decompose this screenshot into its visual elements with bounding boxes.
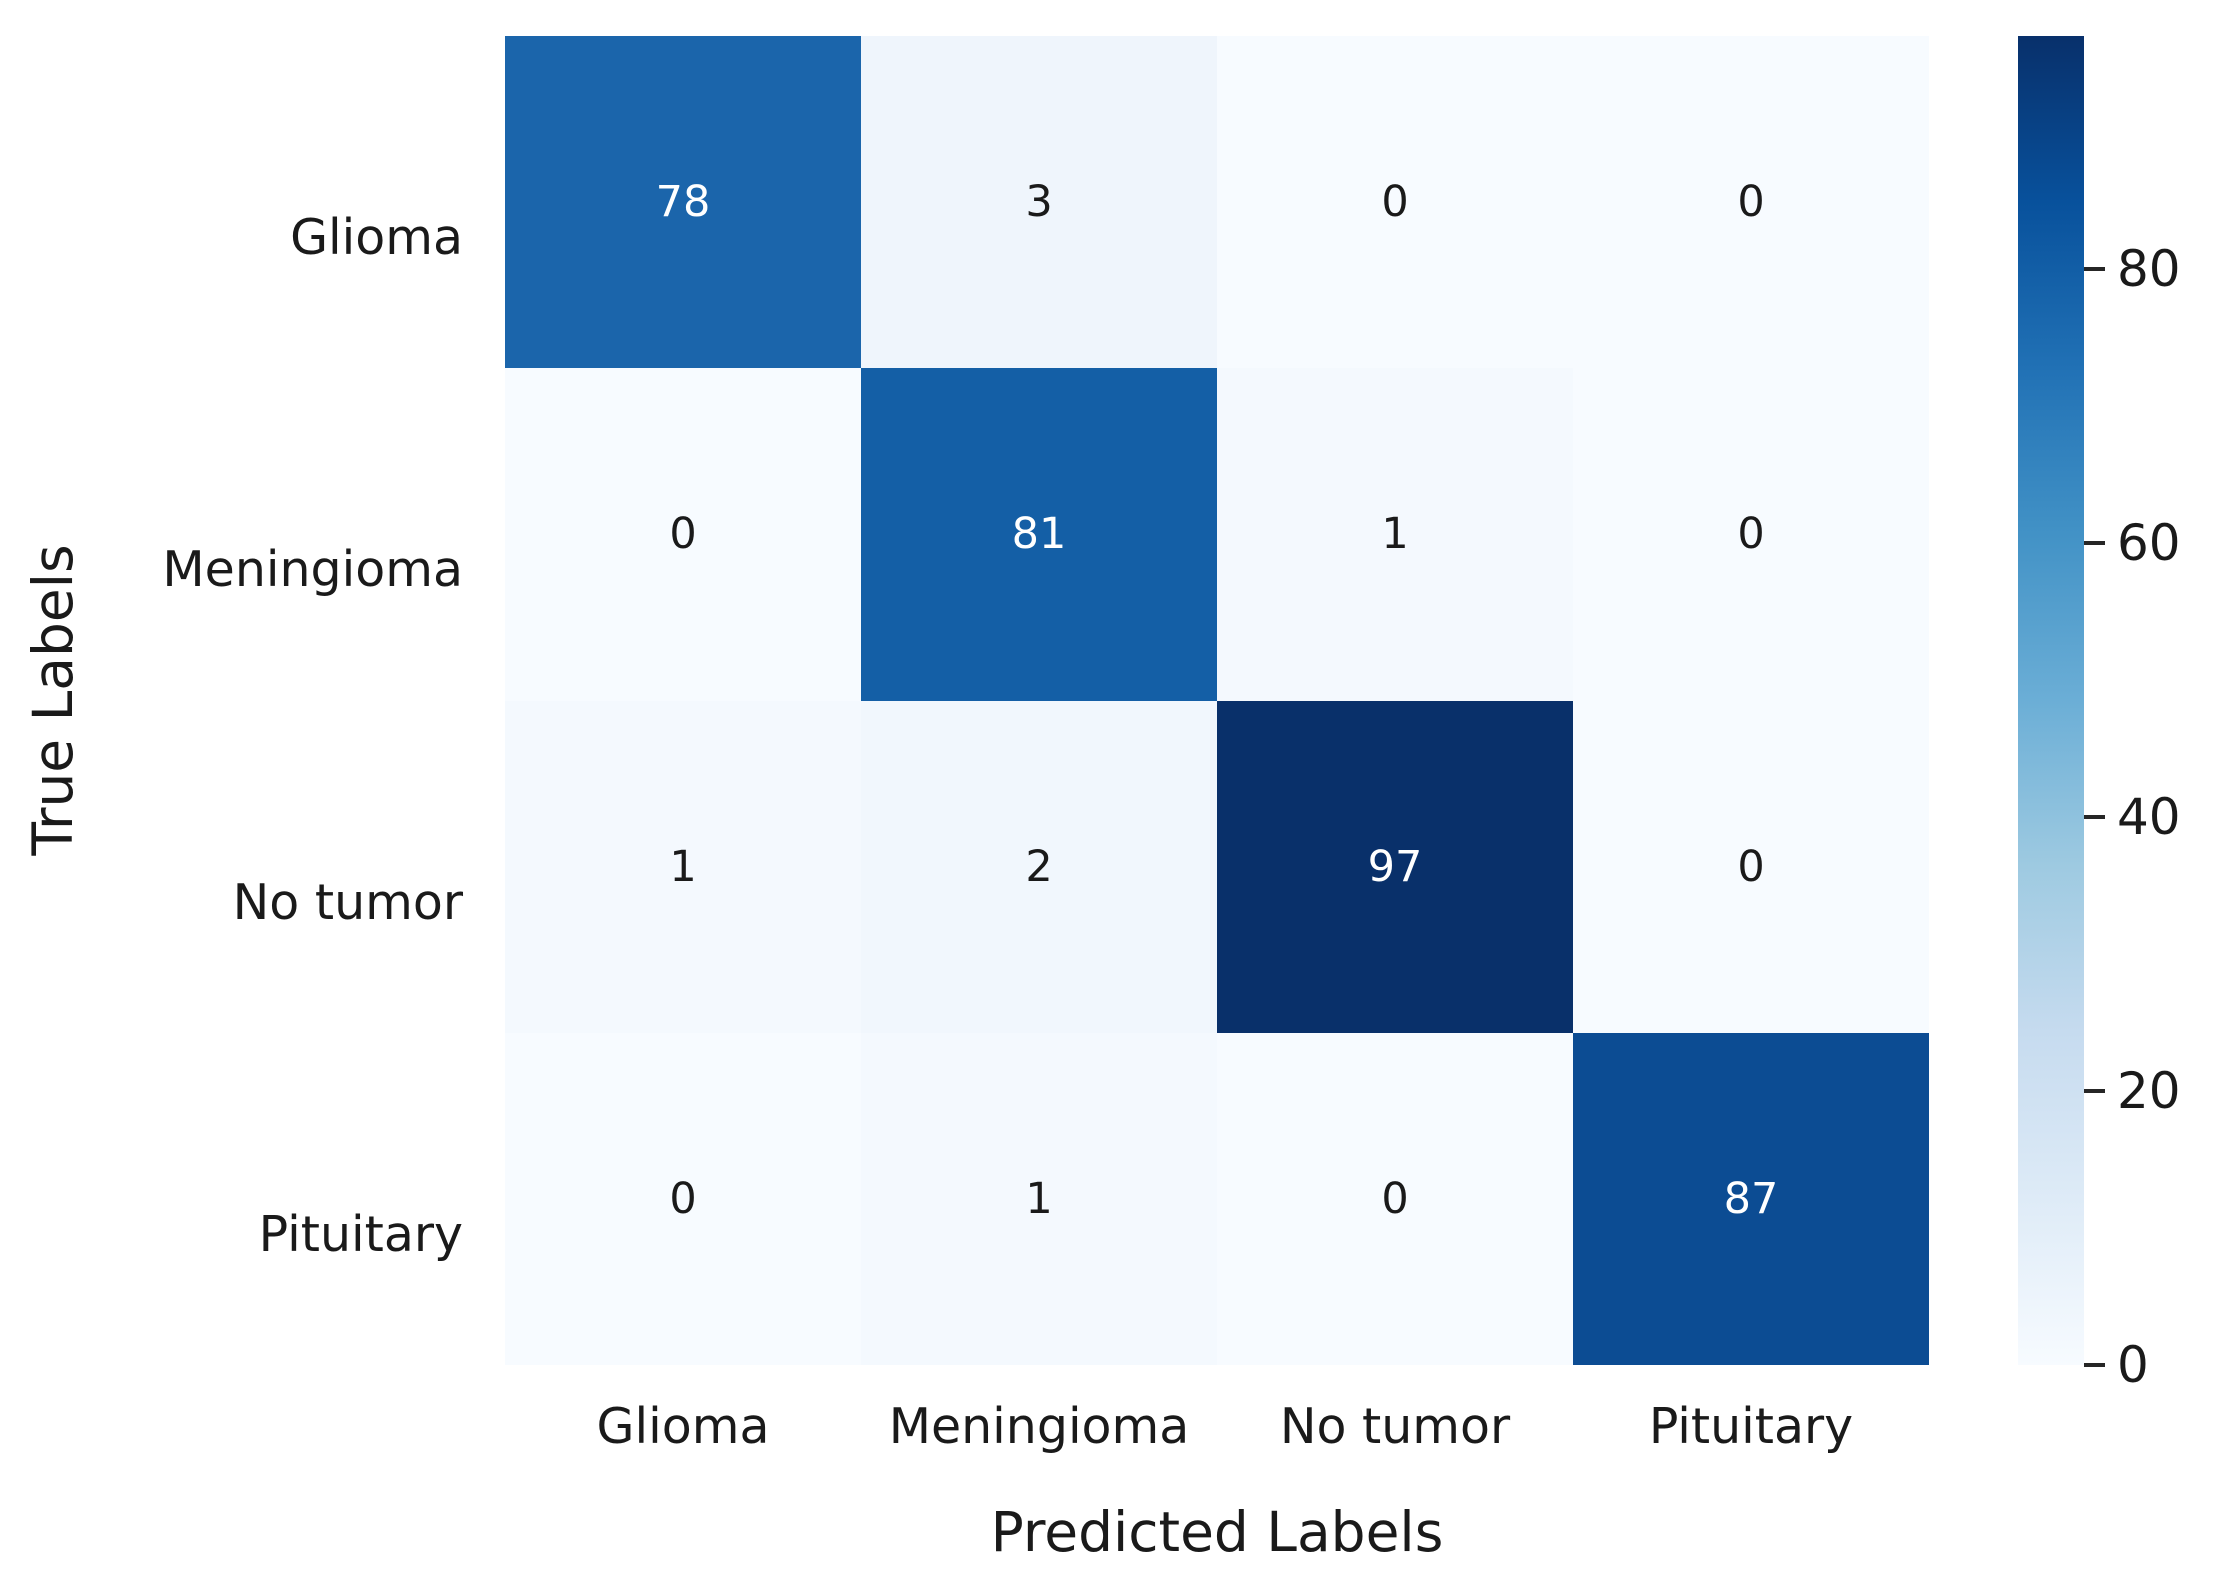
y-tick-glioma: Glioma <box>290 209 463 266</box>
colorbar-gradient <box>2018 36 2084 1365</box>
cell-glioma-glioma: 78 <box>505 36 861 369</box>
colorbar-tick-label-40: 40 <box>2117 788 2181 846</box>
cell-no-tumor-meningioma: 2 <box>861 700 1217 1033</box>
colorbar-tick-label-60: 60 <box>2117 514 2181 572</box>
x-tick-no-tumor: No tumor <box>1279 1398 1511 1455</box>
colorbar-tick-mark-0 <box>2084 1363 2105 1367</box>
x-tick-meningioma: Meningioma <box>888 1398 1190 1455</box>
cell-meningioma-pituitary: 0 <box>1573 368 1929 701</box>
cell-glioma-pituitary: 0 <box>1573 36 1929 369</box>
cell-pituitary-no-tumor: 0 <box>1217 1032 1573 1365</box>
colorbar-tick-label-0: 0 <box>2117 1336 2149 1394</box>
y-tick-no-tumor: No tumor <box>232 874 463 931</box>
cell-pituitary-glioma: 0 <box>505 1032 861 1365</box>
cell-meningioma-meningioma: 81 <box>861 368 1217 701</box>
colorbar-tick-mark-40 <box>2084 815 2105 819</box>
cell-glioma-meningioma: 3 <box>861 36 1217 369</box>
cell-meningioma-glioma: 0 <box>505 368 861 701</box>
x-axis-tick-labels: Glioma Meningioma No tumor Pituitary <box>505 1396 1929 1458</box>
y-tick-pituitary: Pituitary <box>258 1206 463 1263</box>
x-tick-pituitary: Pituitary <box>1648 1398 1854 1455</box>
cell-pituitary-meningioma: 1 <box>861 1032 1217 1365</box>
x-axis-title: Predicted Labels <box>990 1500 1444 1564</box>
cell-no-tumor-glioma: 1 <box>505 700 861 1033</box>
cell-glioma-no-tumor: 0 <box>1217 36 1573 369</box>
colorbar-tick-mark-60 <box>2084 541 2105 545</box>
x-tick-glioma: Glioma <box>596 1398 770 1455</box>
y-tick-meningioma: Meningioma <box>162 541 463 598</box>
y-axis-tick-labels: Glioma Meningioma No tumor Pituitary <box>0 36 463 1365</box>
colorbar-tick-mark-80 <box>2084 267 2105 271</box>
colorbar-tick-mark-20 <box>2084 1089 2105 1093</box>
cell-pituitary-pituitary: 87 <box>1573 1032 1929 1365</box>
cell-meningioma-no-tumor: 1 <box>1217 368 1573 701</box>
cell-no-tumor-pituitary: 0 <box>1573 700 1929 1033</box>
confusion-matrix-heatmap: 78 3 0 0 0 81 1 0 1 2 97 0 0 1 0 87 <box>505 36 1929 1365</box>
cell-no-tumor-no-tumor: 97 <box>1217 700 1573 1033</box>
colorbar-tick-label-20: 20 <box>2117 1062 2181 1120</box>
colorbar-tick-label-80: 80 <box>2117 240 2181 298</box>
